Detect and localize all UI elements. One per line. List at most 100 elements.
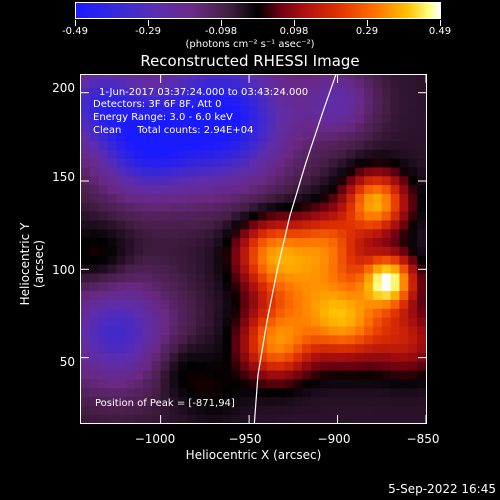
heatmap-cell xyxy=(116,264,126,274)
heatmap-cell xyxy=(134,78,144,88)
heatmap-cell xyxy=(142,131,153,141)
heatmap-cell xyxy=(372,334,383,345)
heatmap-cell xyxy=(302,405,312,415)
heatmap-cell xyxy=(240,343,250,353)
heatmap-cell xyxy=(178,131,188,141)
heatmap-cell xyxy=(275,264,286,274)
heatmap-cell xyxy=(399,361,409,371)
heatmap-cell xyxy=(160,158,171,168)
heatmap-cell xyxy=(275,175,286,186)
heatmap-cell xyxy=(160,255,171,265)
heatmap-cell xyxy=(346,211,356,221)
heatmap-cell xyxy=(275,202,286,212)
heatmap-cell xyxy=(311,237,321,247)
heatmap-cell xyxy=(337,272,347,283)
heatmap-cell xyxy=(372,105,383,115)
heatmap-cell xyxy=(337,96,347,106)
heatmap-cell xyxy=(142,113,153,124)
heatmap-cell xyxy=(293,325,303,336)
heatmap-cell xyxy=(293,299,303,309)
heatmap-cell xyxy=(107,343,117,353)
heatmap-cell xyxy=(266,237,277,247)
heatmap-cell xyxy=(249,387,259,398)
heatmap-cell xyxy=(231,272,241,283)
heatmap-cell xyxy=(275,96,286,106)
heatmap-cell xyxy=(125,361,135,371)
heatmap-cell xyxy=(390,361,401,371)
heatmap-cell xyxy=(107,166,117,177)
heatmap-cell xyxy=(107,361,117,371)
heatmap-cell xyxy=(134,290,144,300)
heatmap-cell xyxy=(364,113,374,124)
heatmap-cell xyxy=(311,122,321,133)
heatmap-cell xyxy=(266,272,277,283)
heatmap-cell xyxy=(81,317,91,327)
heatmap-cell xyxy=(399,78,409,88)
heatmap-cell xyxy=(284,237,294,247)
heatmap-cell xyxy=(160,264,171,274)
heatmap-cell xyxy=(213,246,224,256)
heatmap-cell xyxy=(293,246,303,256)
heatmap-cell xyxy=(346,405,356,415)
heatmap-cell xyxy=(293,352,303,362)
heatmap-cell xyxy=(196,361,206,371)
heatmap-cell xyxy=(187,166,197,177)
heatmap-cell xyxy=(399,113,409,124)
heatmap-cell xyxy=(311,158,321,168)
heatmap-cell xyxy=(116,361,126,371)
heatmap-cell xyxy=(169,299,179,309)
heatmap-cell xyxy=(116,158,126,168)
heatmap-cell xyxy=(319,184,330,194)
heatmap-cell xyxy=(266,352,277,362)
heatmap-cell xyxy=(213,140,224,150)
heatmap-cell xyxy=(116,343,126,353)
heatmap-cell xyxy=(81,166,91,177)
heatmap-cell xyxy=(257,202,268,212)
heatmap-cell xyxy=(89,387,100,398)
heatmap-cell xyxy=(337,158,347,168)
heatmap-cell xyxy=(364,219,374,230)
heatmap-cell xyxy=(204,237,215,247)
heatmap-cell xyxy=(213,87,224,97)
heatmap-cell xyxy=(311,370,321,380)
heatmap-cell xyxy=(151,219,162,230)
heatmap-cell xyxy=(417,325,426,336)
heatmap-cell xyxy=(381,96,392,106)
heatmap-cell xyxy=(302,317,312,327)
heatmap-cell xyxy=(381,255,392,265)
heatmap-cell xyxy=(293,281,303,292)
heatmap-cell xyxy=(231,184,241,194)
heatmap-cell xyxy=(160,290,171,300)
heatmap-cell xyxy=(204,370,215,380)
heatmap-cell xyxy=(151,405,162,415)
heatmap-cell xyxy=(89,325,100,336)
heatmap-cell xyxy=(116,317,126,327)
heatmap-cell xyxy=(107,158,117,168)
heatmap-cell xyxy=(319,158,330,168)
heatmap-cell xyxy=(89,175,100,186)
heatmap-cell xyxy=(381,202,392,212)
heatmap-cell xyxy=(178,281,188,292)
heatmap-cell xyxy=(319,255,330,265)
heatmap-cell xyxy=(249,334,259,345)
heatmap-cell xyxy=(266,343,277,353)
heatmap-cell xyxy=(151,202,162,212)
heatmap-cell xyxy=(169,158,179,168)
heatmap-cell xyxy=(293,140,303,150)
heatmap-cell xyxy=(275,361,286,371)
heatmap-cell xyxy=(364,272,374,283)
heatmap-cell xyxy=(355,290,365,300)
heatmap-cell xyxy=(125,290,135,300)
heatmap-cell xyxy=(257,237,268,247)
heatmap-cell xyxy=(178,184,188,194)
heatmap-cell xyxy=(355,78,365,88)
heatmap-cell xyxy=(328,193,339,203)
heatmap-cell xyxy=(417,184,426,194)
heatmap-cell xyxy=(399,370,409,380)
heatmap-cell xyxy=(249,378,259,389)
heatmap-cell xyxy=(319,325,330,336)
heatmap-cell xyxy=(204,75,215,80)
heatmap-cell xyxy=(284,87,294,97)
x-tick-label: −950 xyxy=(228,432,262,446)
heatmap-cell xyxy=(337,352,347,362)
